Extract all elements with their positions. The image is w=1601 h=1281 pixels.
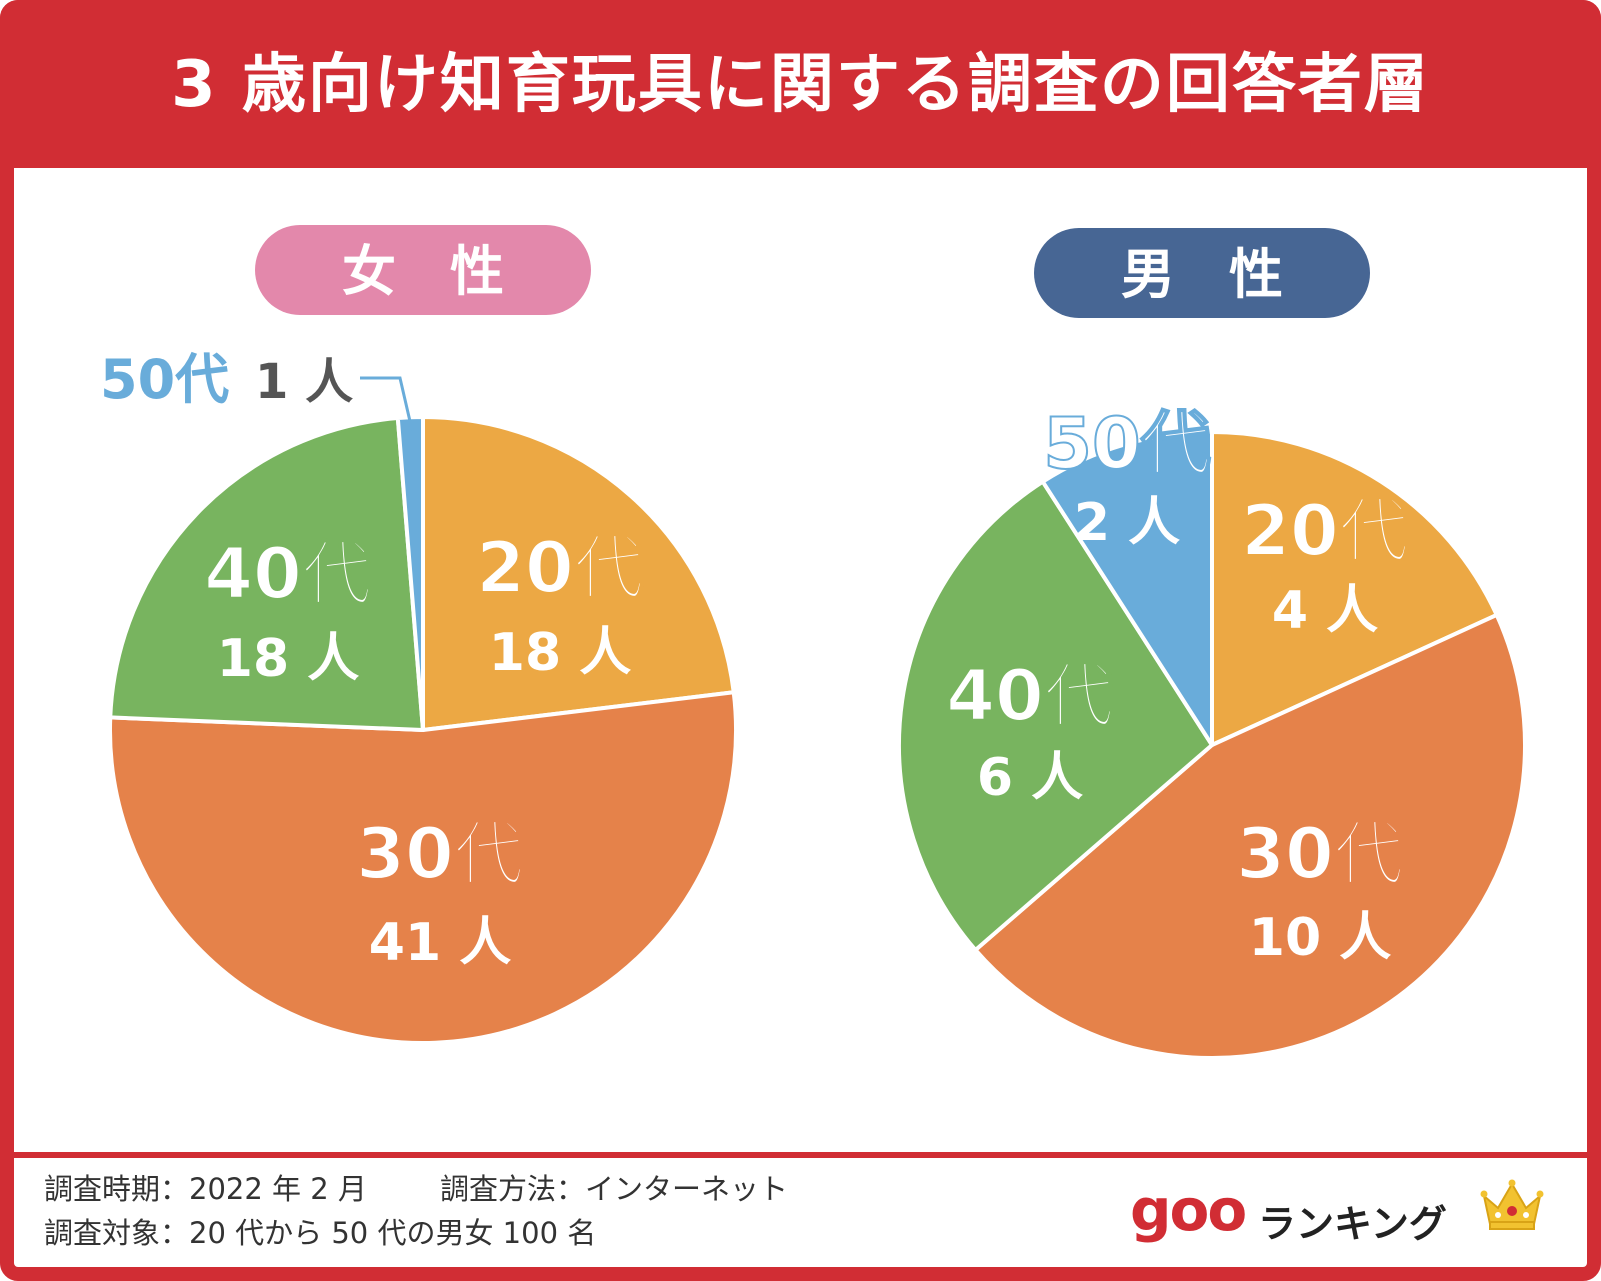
callout-value-label: 1 人 <box>255 354 353 410</box>
survey-method: 調査方法：インターネット <box>440 1172 789 1206</box>
crown-icon <box>1480 1179 1544 1230</box>
badge-male <box>1034 228 1370 318</box>
slice-value-label: 18 人 <box>489 623 631 683</box>
slice-value-label: 4 人 <box>1272 581 1378 641</box>
pie-chart-female: 女 性 20代 18 人 30代 41 人 40代 18 人 50代 1 人 <box>100 225 738 1045</box>
survey-target: 調査対象：20 代から 50 代の男女 100 名 <box>44 1216 597 1250</box>
ranking-logo-text: ランキング <box>1258 1202 1447 1246</box>
slice-category-label: 50代 <box>1043 403 1210 485</box>
badge-female <box>255 225 591 315</box>
slice-category-label: 40代 <box>946 655 1113 737</box>
slice-category-label: 20代 <box>1241 490 1408 572</box>
slice-20代 <box>1210 430 1499 747</box>
slice-20代 <box>421 415 736 732</box>
slice-category-label: 30代 <box>1236 813 1403 895</box>
chart-title: 男 性 <box>1121 243 1283 306</box>
slice-value-label: 2 人 <box>1074 493 1180 553</box>
slice-40代 <box>108 416 425 732</box>
title-bar: 3 歳向け知育玩具に関する調査の回答者層 <box>0 0 1601 168</box>
slice-value-label: 41 人 <box>369 913 511 973</box>
slice-30代 <box>973 612 1527 1060</box>
slice-value-label: 6 人 <box>977 748 1083 808</box>
pie-chart-male: 男 性 20代 4 人 30代 10 人 40代 6 人 50代 2 人 <box>897 228 1527 1060</box>
slice-value-label: 10 人 <box>1249 908 1391 968</box>
survey-period: 調査時期：2022 年 2 月 <box>44 1172 367 1206</box>
slice-40代 <box>897 479 1214 952</box>
footer-divider <box>14 1152 1587 1158</box>
chart-title: 女 性 <box>342 240 504 303</box>
slice-value-label: 18 人 <box>217 629 359 689</box>
callout-category-label: 50代 <box>100 348 229 411</box>
slice-category-label: 40代 <box>204 533 371 615</box>
slice-50代 <box>1040 430 1214 747</box>
slice-category-label: 20代 <box>476 527 643 609</box>
callout-line <box>360 376 414 431</box>
page-title: 3 歳向け知育玩具に関する調査の回答者層 <box>171 48 1430 122</box>
slice-category-label: 30代 <box>356 813 523 895</box>
slice-30代 <box>108 690 738 1045</box>
goo-logo: goo <box>1130 1176 1247 1244</box>
